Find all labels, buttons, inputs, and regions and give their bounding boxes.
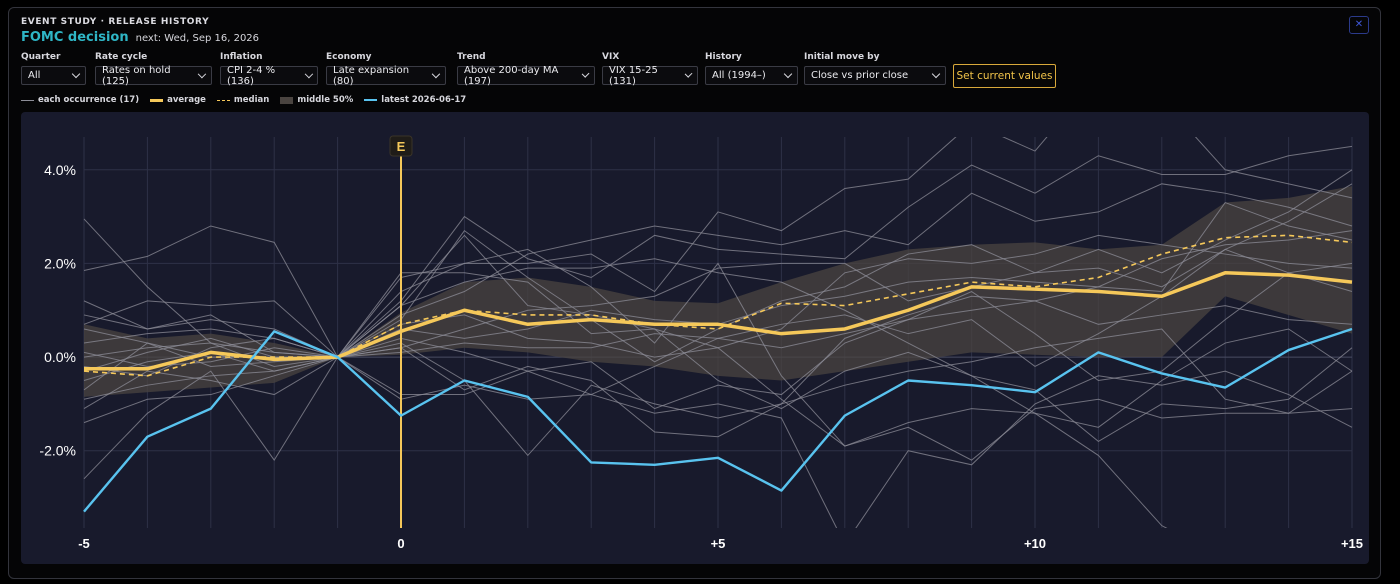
section-eyebrow: EVENT STUDY · RELEASE HISTORY xyxy=(21,17,210,27)
filter-label: Economy xyxy=(326,52,372,62)
occurrence-line xyxy=(83,225,1353,410)
occurrence-line xyxy=(83,169,1353,410)
latest-line xyxy=(83,327,1353,513)
title-row: FOMC decision next: Wed, Sep 16, 2026 xyxy=(21,30,259,45)
occurrence-line xyxy=(83,337,1353,528)
chevron-down-icon xyxy=(931,69,941,78)
rate-cycle-select[interactable]: Rates on hold (125) xyxy=(95,64,212,87)
filter-label: Initial move by xyxy=(804,52,880,62)
filter-label: Rate cycle xyxy=(95,52,148,62)
page-title[interactable]: FOMC decision xyxy=(21,30,129,45)
chevron-down-icon xyxy=(304,69,313,78)
legend-swatch xyxy=(21,99,34,101)
filter-label: Inflation xyxy=(220,52,263,62)
occurrence-line xyxy=(83,145,1353,367)
filter-trend: Trend Above 200-day MA (197) xyxy=(457,52,595,87)
y-tick-label: 4.0% xyxy=(44,162,76,178)
occurrence-line xyxy=(83,295,1353,457)
filter-initial-move: Initial move by Close vs prior close xyxy=(804,52,946,85)
median-line xyxy=(83,234,1353,377)
initial-move-select[interactable]: Close vs prior close xyxy=(804,66,946,85)
legend-label: latest 2026-06-17 xyxy=(381,95,467,105)
legend-label: middle 50% xyxy=(297,95,354,105)
chart-svg[interactable]: E -2.0% 0.0% 2.0% 4.0% -5 0 +5 +10 +15 xyxy=(21,112,1369,564)
chevron-down-icon xyxy=(432,69,441,78)
chevron-down-icon xyxy=(783,69,793,78)
chevron-down-icon xyxy=(581,69,590,78)
filter-vix: VIX VIX 15-25 (131) xyxy=(602,52,698,87)
legend-swatch xyxy=(216,99,230,101)
x-tick-label: 0 xyxy=(397,536,404,551)
vix-select[interactable]: VIX 15-25 (131) xyxy=(602,64,698,87)
select-value: All (1994–) xyxy=(712,70,766,81)
legend-swatch xyxy=(280,96,294,104)
event-marker-label: E xyxy=(397,139,406,154)
select-value: Close vs prior close xyxy=(811,70,909,81)
filter-quarter: Quarter All xyxy=(21,52,86,85)
x-tick-label: +10 xyxy=(1024,536,1046,551)
select-value: All xyxy=(28,70,41,81)
filter-economy: Economy Late expansion (80) xyxy=(326,52,446,87)
trend-select[interactable]: Above 200-day MA (197) xyxy=(457,64,595,87)
legend-median[interactable]: median xyxy=(216,95,270,105)
economy-select[interactable]: Late expansion (80) xyxy=(326,64,446,87)
select-value: Above 200-day MA (197) xyxy=(464,64,559,87)
set-current-values-button[interactable]: Set current values xyxy=(953,64,1056,88)
x-tick-label: +15 xyxy=(1341,536,1363,551)
legend-average[interactable]: average xyxy=(150,95,206,105)
occurrence-line xyxy=(83,137,1353,358)
occurrence-line xyxy=(83,234,1353,358)
chevron-down-icon xyxy=(71,69,81,78)
legend-occurrence[interactable]: each occurrence (17) xyxy=(21,95,139,105)
filter-label: Trend xyxy=(457,52,486,62)
x-tick-label: -5 xyxy=(78,536,90,551)
filter-label: Quarter xyxy=(21,52,61,62)
legend-middle-50[interactable]: middle 50% xyxy=(280,95,353,105)
select-value: Rates on hold (125) xyxy=(102,64,171,87)
close-button[interactable]: ✕ xyxy=(1349,16,1369,34)
filter-rate-cycle: Rate cycle Rates on hold (125) xyxy=(95,52,212,87)
x-tick-label: +5 xyxy=(711,536,726,551)
history-select[interactable]: All (1994–) xyxy=(705,66,798,85)
y-tick-label: -2.0% xyxy=(39,443,76,459)
event-marker-box xyxy=(389,135,413,157)
legend-latest[interactable]: latest 2026-06-17 xyxy=(364,95,466,105)
legend-swatch xyxy=(150,98,164,102)
select-value: VIX 15-25 (131) xyxy=(609,64,658,87)
filter-inflation: Inflation CPI 2-4 % (136) xyxy=(220,52,318,87)
chevron-down-icon xyxy=(198,69,207,78)
legend-swatch xyxy=(364,99,378,101)
filter-label: History xyxy=(705,52,742,62)
quarter-select[interactable]: All xyxy=(21,66,86,85)
chevron-down-icon xyxy=(684,69,693,78)
next-release-date: next: Wed, Sep 16, 2026 xyxy=(135,33,260,44)
occurrence-line xyxy=(83,183,1353,400)
select-value: CPI 2-4 % (136) xyxy=(227,64,276,87)
legend-label: average xyxy=(167,95,206,105)
chart-legend: each occurrence (17) average median midd… xyxy=(21,95,466,105)
filter-bar: Quarter All Rate cycle Rates on hold (12… xyxy=(21,52,1321,87)
average-line xyxy=(84,271,1353,371)
y-tick-label: 0.0% xyxy=(44,349,76,365)
event-study-chart[interactable]: E -2.0% 0.0% 2.0% 4.0% -5 0 +5 +10 +15 xyxy=(21,112,1369,564)
select-value: Late expansion (80) xyxy=(333,64,410,87)
legend-label: each occurrence (17) xyxy=(38,95,140,105)
occurrence-line xyxy=(83,248,1353,480)
y-tick-label: 2.0% xyxy=(44,255,76,271)
inflation-select[interactable]: CPI 2-4 % (136) xyxy=(220,64,318,87)
legend-label: median xyxy=(233,95,270,105)
filter-history: History All (1994–) xyxy=(705,52,798,85)
filter-label: VIX xyxy=(602,52,620,62)
